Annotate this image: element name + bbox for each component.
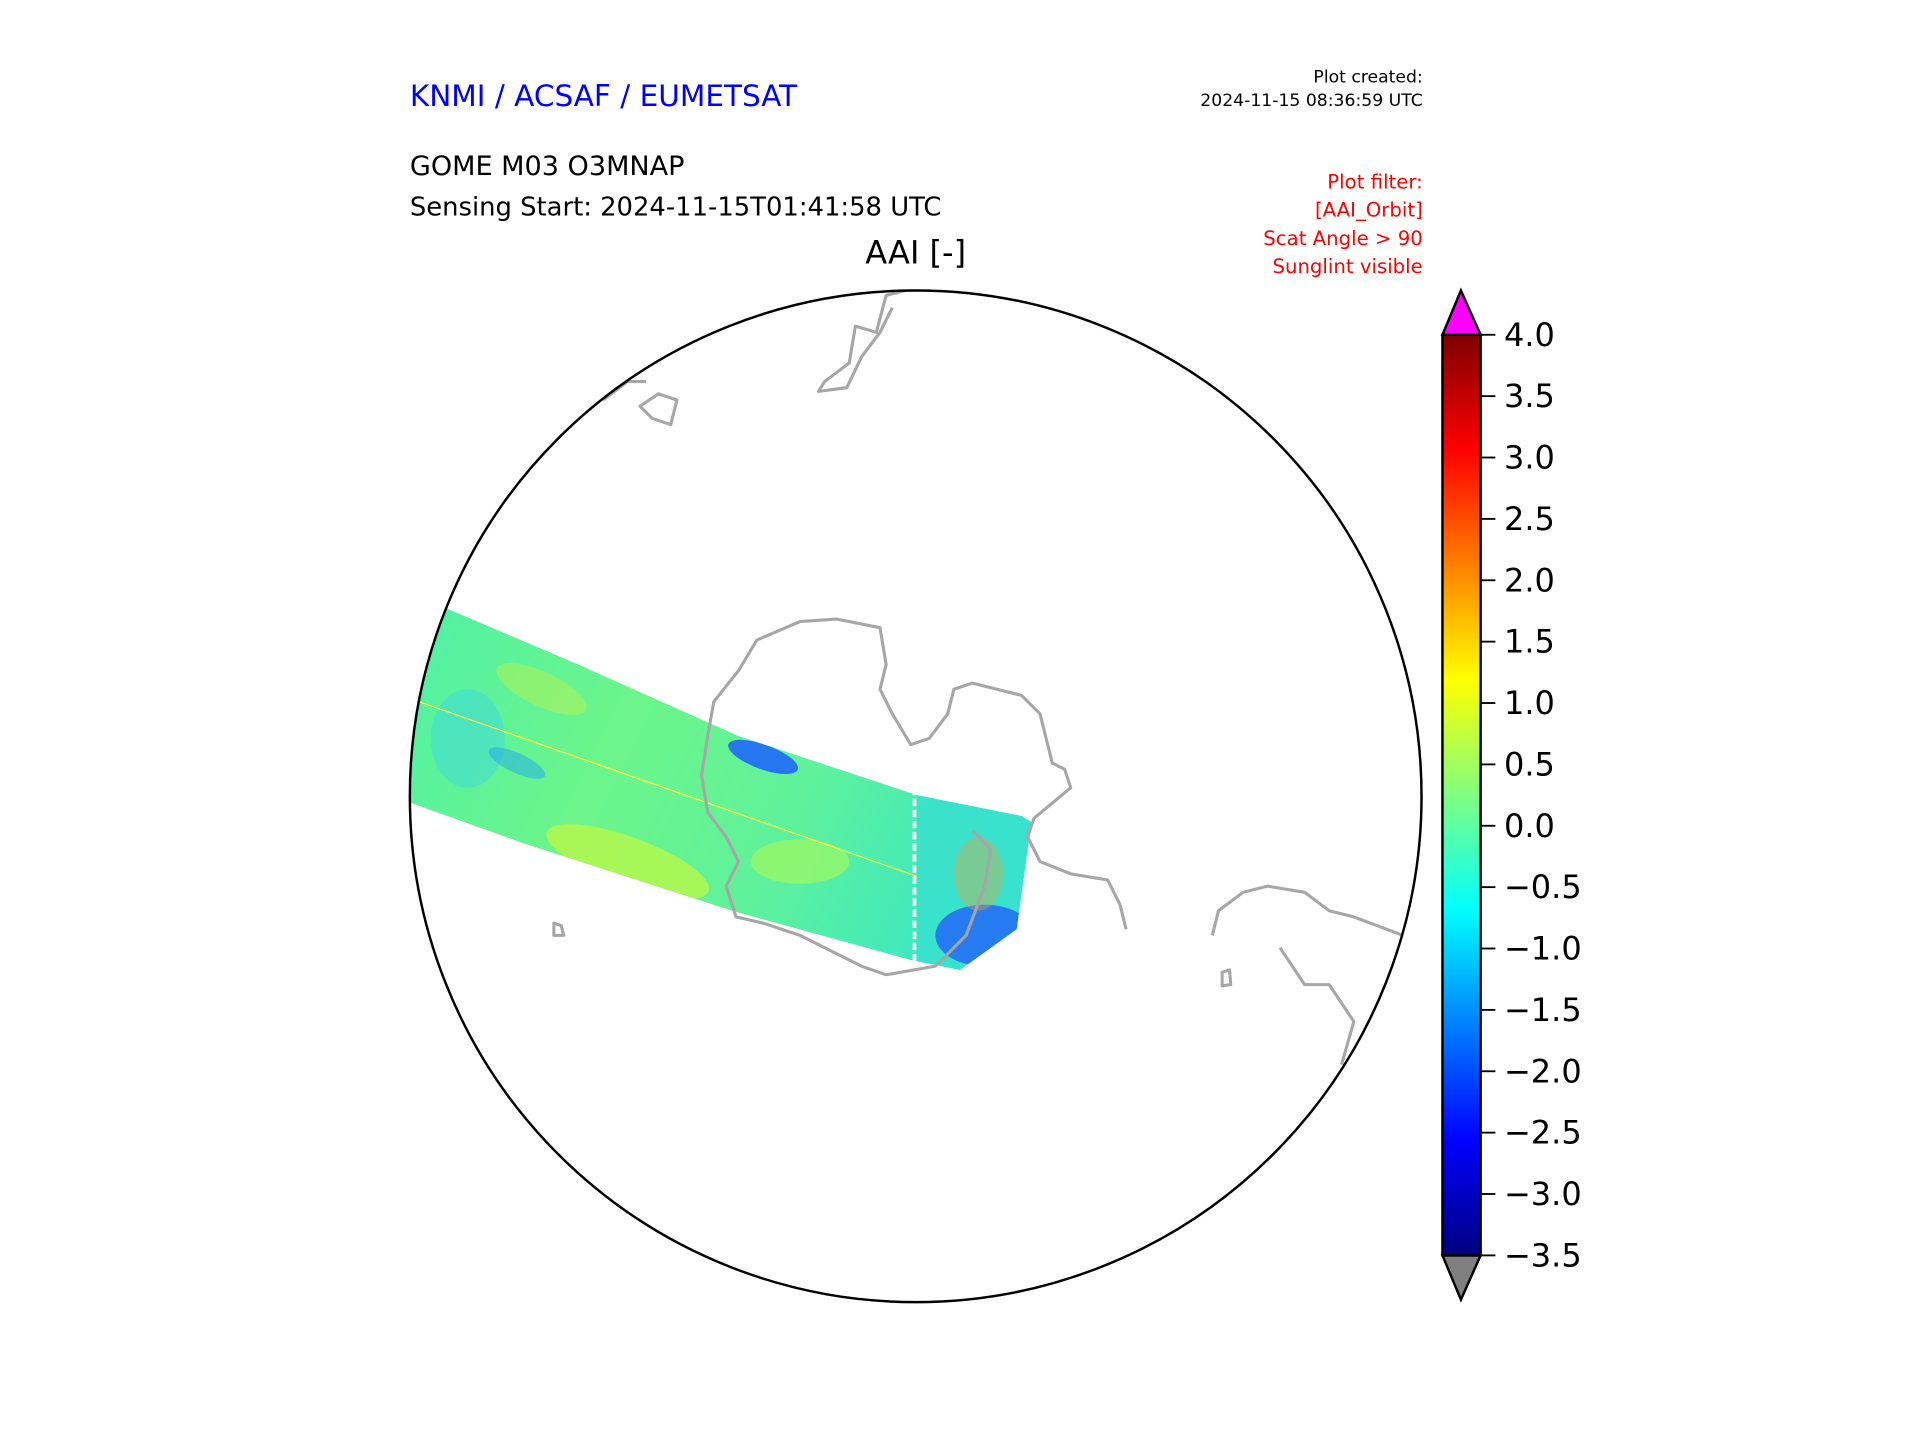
colorbar-tick-label: 3.5 — [1504, 377, 1555, 415]
colorbar-tick-label: −2.0 — [1504, 1052, 1582, 1090]
aai-swath — [409, 608, 1032, 970]
filter-line: Plot filter: — [1327, 170, 1422, 193]
colorbar-tick-label: 0.5 — [1504, 745, 1555, 783]
australia-coastline — [1210, 884, 1404, 1066]
colorbar-tick-label: −1.0 — [1504, 930, 1582, 968]
colorbar-tick-label: 4.0 — [1504, 316, 1555, 354]
plot-created-time: 2024-11-15 08:36:59 UTC — [1200, 91, 1422, 111]
colorbar-tick-label: 2.0 — [1504, 561, 1555, 599]
colorbar-over-extension — [1440, 287, 1483, 336]
sensing-start: Sensing Start: 2024-11-15T01:41:58 UTC — [410, 192, 942, 222]
colorbar-tick-label: 2.5 — [1504, 500, 1555, 538]
map-area — [409, 290, 1404, 1066]
antarctica-coastline — [700, 617, 1128, 977]
island-coastline — [1220, 968, 1233, 988]
filter-line: Scat Angle > 90 — [1263, 227, 1422, 250]
map-boundary — [408, 289, 1423, 1304]
plot-created-label: Plot created: — [1313, 67, 1422, 87]
variable-title: AAI [-] — [865, 233, 966, 271]
colorbar-tick-label: 1.5 — [1504, 623, 1555, 661]
colorbar-tick-label: −1.5 — [1504, 991, 1582, 1029]
organization-title: KNMI / ACSAF / EUMETSAT — [410, 79, 798, 113]
filter-line: Sunglint visible — [1272, 255, 1422, 278]
colorbar-gradient — [1441, 333, 1482, 1257]
south-america-coastline — [816, 290, 912, 393]
colorbar-tick-label: 3.0 — [1504, 439, 1555, 477]
island-coastline — [602, 380, 647, 402]
colorbar-tick-label: −0.5 — [1504, 868, 1582, 906]
island-coastline — [552, 921, 566, 937]
colorbar-under-extension — [1440, 1254, 1483, 1303]
island-coastline — [638, 392, 679, 427]
filter-line: [AAI_Orbit] — [1315, 199, 1423, 222]
plot-filter: Plot filter: [AAI_Orbit] Scat Angle > 90… — [1263, 170, 1422, 278]
colorbar: 4.0 3.5 3.0 2.5 2.0 1.5 1.0 0.5 0.0 −0.5 −1.0 −1.5 −… — [1440, 287, 1582, 1303]
product-title: GOME M03 O3MNAP — [410, 151, 685, 182]
colorbar-tick-label: −2.5 — [1504, 1114, 1582, 1152]
colorbar-tick-label: 0.0 — [1504, 807, 1555, 845]
colorbar-tick-label: −3.0 — [1504, 1175, 1582, 1213]
colorbar-tick-label: 1.0 — [1504, 684, 1555, 722]
colorbar-tick-label: −3.5 — [1504, 1236, 1582, 1274]
